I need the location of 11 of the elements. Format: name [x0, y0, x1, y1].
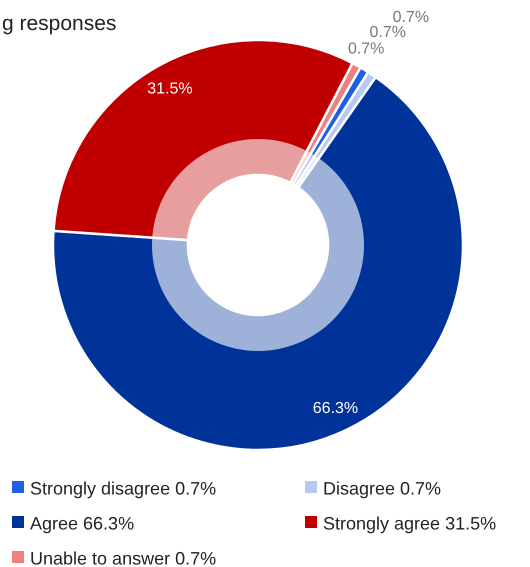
data-label: 0.7%: [348, 40, 384, 58]
data-label: 0.7%: [370, 24, 406, 41]
chart-title: g responses: [2, 12, 116, 35]
legend-label: Disagree 0.7%: [323, 478, 442, 498]
data-label: 66.3%: [312, 400, 358, 418]
data-label: 31.5%: [147, 80, 193, 98]
legend-label: Agree 66.3%: [30, 513, 134, 534]
legend-label: Strongly agree 31.5%: [323, 513, 496, 534]
data-label: 0.7%: [392, 9, 430, 26]
legend-label: Unable to answer 0.7%: [30, 548, 216, 567]
legend-label: Strongly disagree 0.7%: [30, 478, 216, 498]
